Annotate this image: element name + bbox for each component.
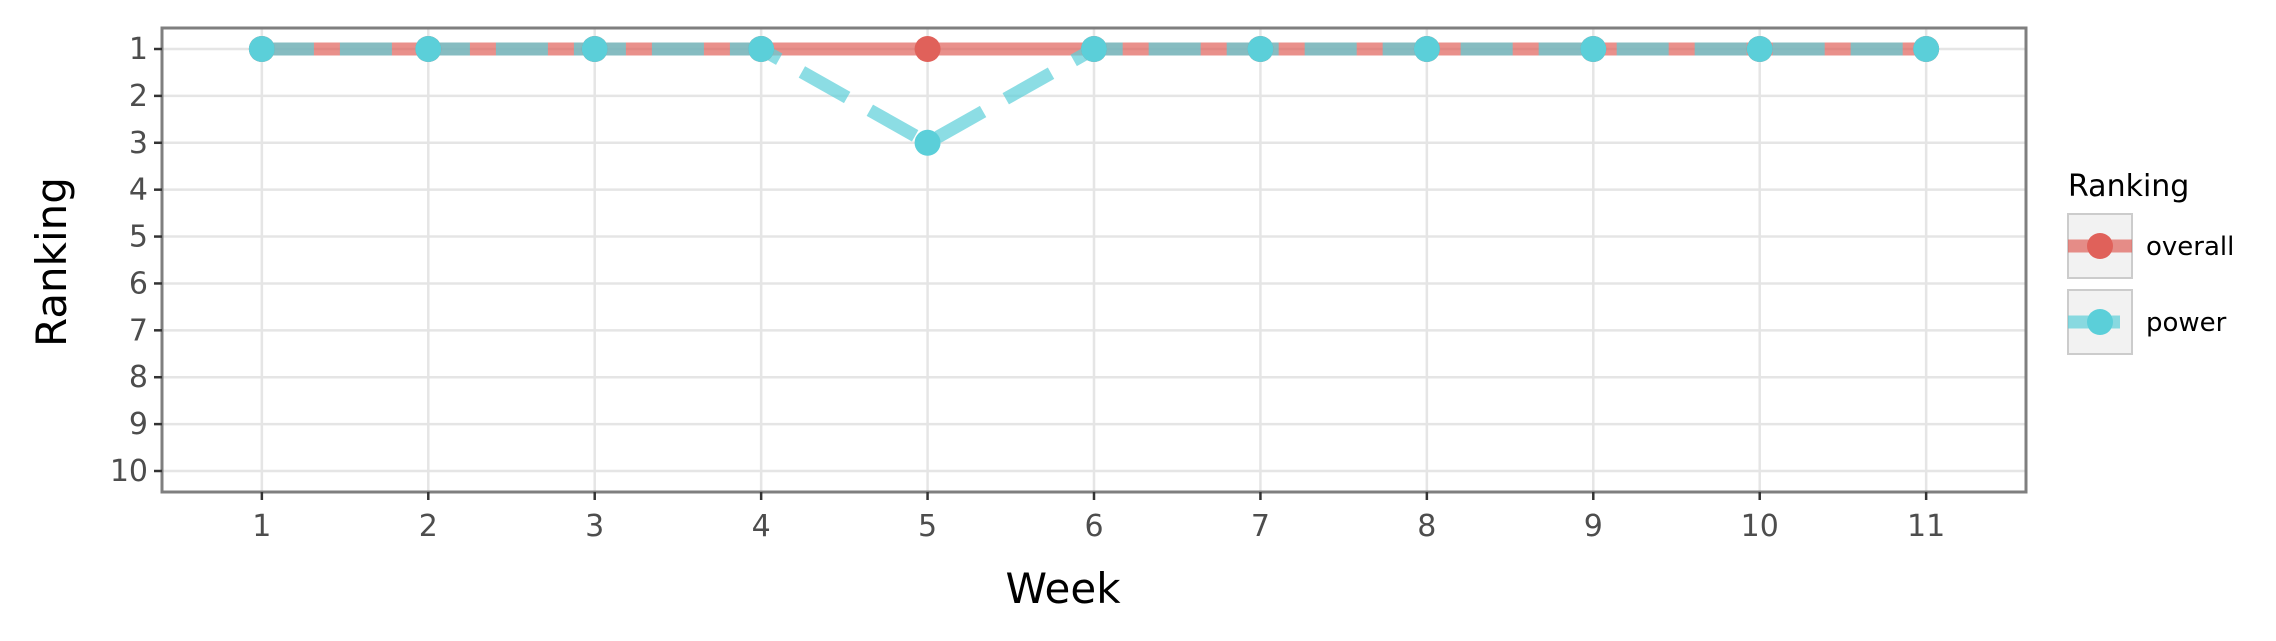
y-tick-label: 10 bbox=[110, 454, 148, 489]
y-tick-label: 2 bbox=[129, 79, 148, 114]
data-point-power bbox=[1913, 36, 1940, 62]
x-tick-label: 6 bbox=[1084, 509, 1103, 544]
y-tick-label: 1 bbox=[129, 32, 148, 67]
data-point-power bbox=[248, 36, 275, 62]
y-tick-label: 6 bbox=[129, 266, 148, 301]
legend-key-marker-overall bbox=[2087, 233, 2113, 259]
data-point-overall bbox=[914, 36, 941, 62]
x-axis: 1 2 3 4 5 6 7 8 9 10 11 bbox=[252, 492, 1945, 544]
y-tick-label: 3 bbox=[129, 126, 148, 161]
legend-title: Ranking bbox=[2068, 169, 2189, 204]
data-point-power bbox=[1247, 36, 1274, 62]
legend: Ranking overall power bbox=[2067, 169, 2234, 355]
x-tick-label: 1 bbox=[252, 509, 271, 544]
legend-key-marker-power bbox=[2087, 309, 2113, 335]
x-tick-label: 4 bbox=[752, 509, 771, 544]
grid-lines bbox=[162, 28, 2026, 492]
data-point-power bbox=[1413, 36, 1440, 62]
data-point-power bbox=[748, 36, 775, 62]
x-tick-label: 10 bbox=[1741, 509, 1779, 544]
x-axis-title: Week bbox=[1005, 564, 1121, 613]
y-tick-label: 5 bbox=[129, 220, 148, 255]
data-point-power bbox=[914, 129, 941, 156]
data-point-power bbox=[415, 36, 442, 62]
data-point-power bbox=[1081, 36, 1107, 62]
data-point-power bbox=[1746, 36, 1773, 62]
y-tick-label: 8 bbox=[129, 360, 148, 395]
x-tick-label: 3 bbox=[585, 509, 604, 544]
y-tick-label: 4 bbox=[129, 173, 148, 208]
x-tick-label: 11 bbox=[1907, 509, 1945, 544]
x-tick-label: 9 bbox=[1584, 509, 1603, 544]
x-tick-label: 8 bbox=[1417, 509, 1436, 544]
y-tick-label: 9 bbox=[129, 407, 148, 442]
legend-label-power: power bbox=[2146, 308, 2227, 338]
series-points bbox=[248, 36, 1940, 156]
legend-label-overall: overall bbox=[2146, 232, 2234, 262]
data-point-power bbox=[581, 36, 608, 62]
data-point-power bbox=[1580, 36, 1607, 62]
y-tick-label: 7 bbox=[129, 313, 148, 348]
y-axis-title: Ranking bbox=[27, 177, 76, 347]
x-tick-label: 5 bbox=[918, 509, 937, 544]
x-tick-label: 7 bbox=[1251, 509, 1270, 544]
x-tick-label: 2 bbox=[419, 509, 438, 544]
y-axis: 1 2 3 4 5 6 7 8 9 10 bbox=[110, 32, 162, 489]
